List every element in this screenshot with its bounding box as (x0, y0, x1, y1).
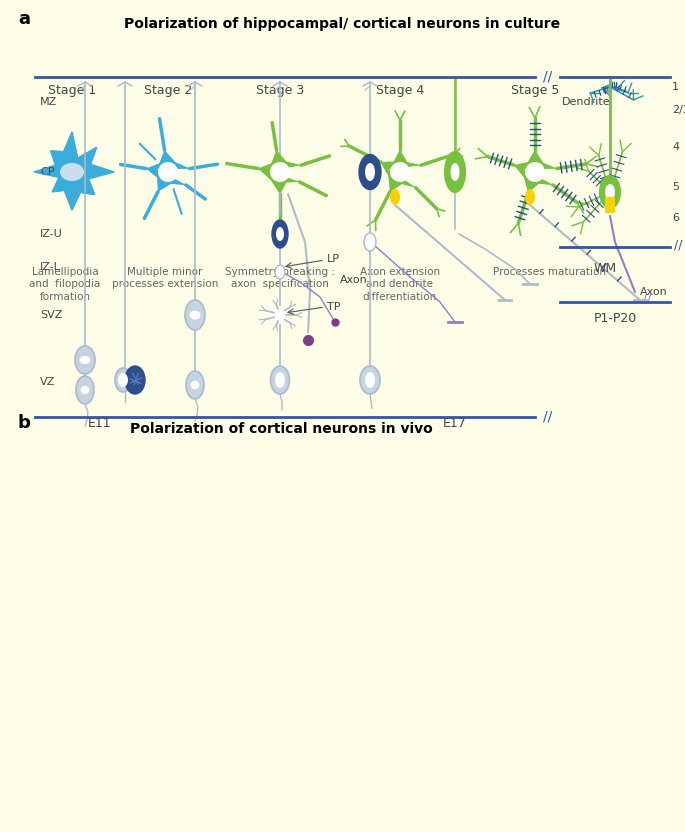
Ellipse shape (79, 356, 90, 364)
Polygon shape (34, 132, 114, 210)
Ellipse shape (185, 300, 205, 330)
Text: 1: 1 (672, 82, 679, 92)
Ellipse shape (600, 176, 620, 208)
Text: Processes maturation: Processes maturation (493, 267, 606, 277)
Text: Stage 1: Stage 1 (48, 84, 96, 97)
Circle shape (275, 310, 285, 320)
Text: Polarization of hippocampal/ cortical neurons in culture: Polarization of hippocampal/ cortical ne… (124, 17, 560, 31)
Text: WM: WM (593, 262, 616, 275)
Text: Stage 3: Stage 3 (256, 84, 304, 97)
Ellipse shape (275, 372, 285, 388)
Text: Axon extension
and dendrite
differentiation: Axon extension and dendrite differentiat… (360, 267, 440, 302)
Polygon shape (380, 150, 421, 191)
Text: VZ: VZ (40, 377, 55, 387)
Text: SVZ: SVZ (40, 310, 62, 320)
Text: Axon: Axon (340, 275, 368, 285)
Ellipse shape (125, 366, 145, 394)
Ellipse shape (190, 381, 199, 389)
Ellipse shape (75, 346, 95, 374)
Ellipse shape (360, 366, 380, 394)
Text: 4: 4 (672, 142, 679, 152)
Ellipse shape (451, 163, 460, 181)
Text: IZ-L: IZ-L (40, 262, 61, 272)
Text: TP: TP (327, 302, 340, 312)
Ellipse shape (270, 162, 290, 182)
Text: //: // (543, 70, 552, 84)
Text: CP: CP (40, 167, 55, 177)
Ellipse shape (605, 184, 615, 200)
Ellipse shape (271, 366, 290, 394)
Ellipse shape (525, 189, 535, 205)
Ellipse shape (365, 163, 375, 181)
Text: Stage 5: Stage 5 (511, 84, 559, 97)
Ellipse shape (115, 368, 131, 392)
Ellipse shape (118, 373, 128, 387)
Ellipse shape (445, 152, 465, 192)
Text: IZ-U: IZ-U (40, 229, 63, 239)
Text: Lamellipodia
and  filopodia
formation: Lamellipodia and filopodia formation (29, 267, 101, 302)
Text: Axon: Axon (640, 287, 668, 297)
Polygon shape (147, 151, 190, 191)
Ellipse shape (190, 310, 201, 319)
Text: Stage 4: Stage 4 (376, 84, 424, 97)
Text: 6: 6 (672, 213, 679, 223)
Ellipse shape (276, 227, 284, 241)
Polygon shape (514, 150, 557, 193)
Text: E11: E11 (88, 417, 112, 430)
Ellipse shape (364, 233, 376, 251)
Ellipse shape (158, 162, 178, 182)
Text: //: // (674, 239, 682, 251)
Polygon shape (380, 150, 421, 191)
Polygon shape (147, 151, 190, 191)
Text: LP: LP (327, 254, 340, 264)
Ellipse shape (525, 162, 545, 182)
Text: Symmetry breaking :
axon  specification: Symmetry breaking : axon specification (225, 267, 335, 290)
Ellipse shape (390, 189, 400, 205)
Polygon shape (258, 151, 301, 194)
Text: b: b (18, 414, 31, 432)
Ellipse shape (76, 376, 94, 404)
Ellipse shape (186, 371, 204, 399)
Text: //: // (543, 410, 552, 424)
Text: 5: 5 (672, 182, 679, 192)
FancyBboxPatch shape (605, 197, 615, 213)
Polygon shape (258, 151, 301, 194)
Ellipse shape (81, 386, 90, 394)
Polygon shape (514, 150, 557, 193)
Text: 2/3: 2/3 (672, 105, 685, 115)
Text: MZ: MZ (40, 97, 58, 107)
Ellipse shape (60, 163, 84, 181)
Text: Multiple minor
processes extension: Multiple minor processes extension (112, 267, 219, 290)
Ellipse shape (359, 155, 381, 190)
Text: //: // (643, 291, 651, 305)
Ellipse shape (275, 265, 285, 279)
Text: Stage 2: Stage 2 (144, 84, 192, 97)
Ellipse shape (365, 372, 375, 388)
Ellipse shape (272, 220, 288, 248)
Text: P1-P20: P1-P20 (593, 312, 636, 325)
Text: Dendrite: Dendrite (562, 97, 610, 107)
Text: a: a (18, 10, 30, 28)
Text: Polarization of cortical neurons in vivo: Polarization of cortical neurons in vivo (130, 422, 433, 436)
Text: E17: E17 (443, 417, 467, 430)
Ellipse shape (390, 162, 410, 182)
